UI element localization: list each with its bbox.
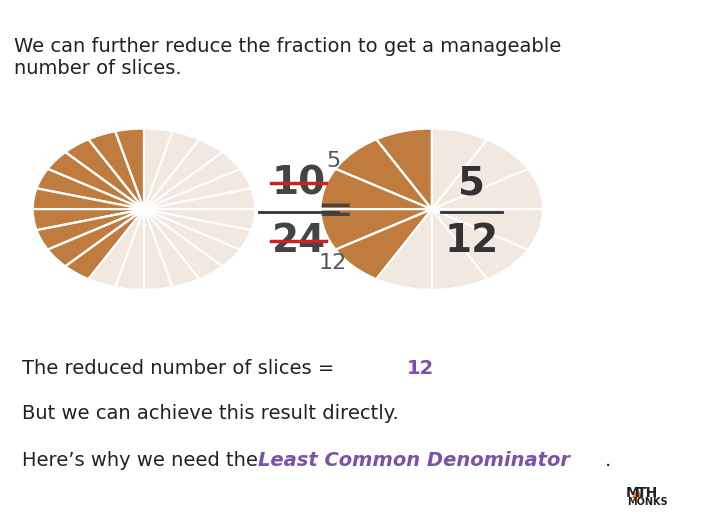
Wedge shape <box>115 209 144 290</box>
Wedge shape <box>432 139 528 209</box>
Wedge shape <box>336 209 432 279</box>
Text: 5: 5 <box>458 164 485 202</box>
Wedge shape <box>144 209 222 279</box>
Text: 10: 10 <box>271 164 325 202</box>
Text: 12: 12 <box>319 253 347 273</box>
Wedge shape <box>144 209 252 250</box>
Wedge shape <box>144 209 240 267</box>
Wedge shape <box>144 131 199 209</box>
Wedge shape <box>432 168 544 209</box>
Wedge shape <box>36 168 144 209</box>
Wedge shape <box>336 139 432 209</box>
Wedge shape <box>144 209 199 288</box>
Text: 12: 12 <box>444 222 498 259</box>
Wedge shape <box>376 209 432 290</box>
Wedge shape <box>432 209 487 290</box>
Wedge shape <box>144 168 252 209</box>
Wedge shape <box>320 209 432 250</box>
Text: 12: 12 <box>407 359 434 378</box>
Wedge shape <box>144 128 173 209</box>
Wedge shape <box>320 168 432 209</box>
Wedge shape <box>88 209 144 288</box>
Wedge shape <box>65 209 144 279</box>
Wedge shape <box>36 209 144 250</box>
Wedge shape <box>432 209 544 250</box>
Wedge shape <box>32 188 144 209</box>
Text: .: . <box>605 451 611 470</box>
Text: =: = <box>316 190 354 233</box>
Wedge shape <box>432 209 528 279</box>
Wedge shape <box>376 128 432 209</box>
Wedge shape <box>48 209 144 267</box>
Wedge shape <box>144 188 256 209</box>
Wedge shape <box>144 152 240 209</box>
Text: We can further reduce the fraction to get a manageable
number of slices.: We can further reduce the fraction to ge… <box>14 37 562 77</box>
Wedge shape <box>432 128 487 209</box>
Wedge shape <box>144 139 222 209</box>
Wedge shape <box>144 209 173 290</box>
Text: Here’s why we need the: Here’s why we need the <box>22 451 264 470</box>
Wedge shape <box>65 139 144 209</box>
Wedge shape <box>48 152 144 209</box>
Polygon shape <box>632 489 643 498</box>
Wedge shape <box>144 209 256 230</box>
Text: But we can achieve this result directly.: But we can achieve this result directly. <box>22 404 398 423</box>
Text: The reduced number of slices =: The reduced number of slices = <box>22 359 341 378</box>
Text: TH: TH <box>636 486 658 500</box>
Text: Least Common Denominator: Least Common Denominator <box>258 451 570 470</box>
Text: MONKS: MONKS <box>628 497 668 507</box>
Text: 24: 24 <box>271 222 325 259</box>
Wedge shape <box>88 131 144 209</box>
Text: 5: 5 <box>326 151 341 170</box>
Text: M: M <box>626 486 640 500</box>
Wedge shape <box>32 209 144 230</box>
Wedge shape <box>115 128 144 209</box>
